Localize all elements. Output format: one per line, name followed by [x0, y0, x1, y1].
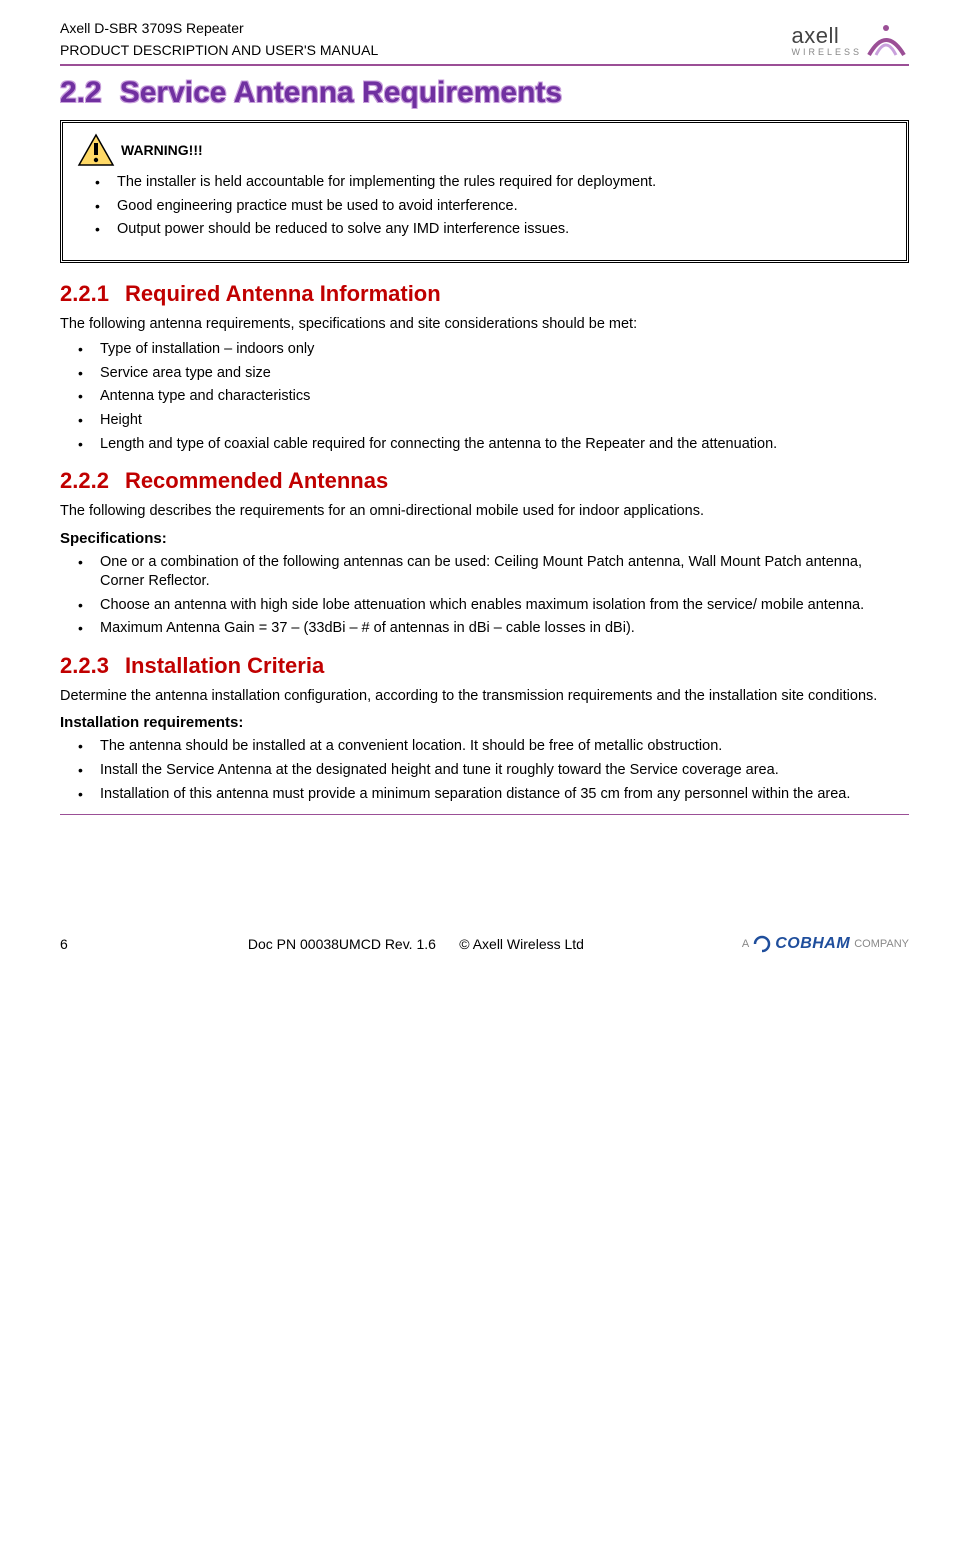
list-item: Antenna type and characteristics — [78, 387, 909, 407]
warning-head: WARNING!!! — [77, 133, 892, 167]
list-item: Installation of this antenna must provid… — [78, 785, 909, 805]
cobham-swirl-icon — [753, 935, 771, 953]
manual-title: PRODUCT DESCRIPTION AND USER'S MANUAL — [60, 42, 791, 58]
list-223: The antenna should be installed at a con… — [60, 737, 909, 804]
copyright: © Axell Wireless Ltd — [459, 936, 584, 952]
sub-title: Required Antenna Information — [125, 281, 441, 306]
warning-box: WARNING!!! The installer is held account… — [60, 120, 909, 263]
page-header: Axell D-SBR 3709S Repeater PRODUCT DESCR… — [60, 20, 909, 60]
sub-num: 2.2.2 — [60, 468, 109, 493]
section-title: 2.2 Service Antenna Requirements — [60, 76, 909, 110]
list-221: Type of installation – indoors only Serv… — [60, 340, 909, 454]
sub-num: 2.2.3 — [60, 653, 109, 678]
intro-222: The following describes the requirements… — [60, 502, 909, 522]
warning-item: The installer is held accountable for im… — [95, 173, 892, 193]
list-item: Choose an antenna with high side lobe at… — [78, 596, 909, 616]
intro-221: The following antenna requirements, spec… — [60, 315, 909, 335]
warning-list: The installer is held accountable for im… — [77, 173, 892, 240]
page-number: 6 — [60, 936, 90, 952]
warning-triangle-icon — [77, 133, 115, 167]
footer-rule — [60, 814, 909, 815]
subheading-221: 2.2.1 Required Antenna Information — [60, 281, 909, 307]
footer-right: A COBHAM COMPANY — [742, 935, 909, 953]
spec-label: Specifications: — [60, 530, 909, 547]
list-item: The antenna should be installed at a con… — [78, 737, 909, 757]
list-item: Length and type of coaxial cable require… — [78, 435, 909, 455]
section-num: 2.2 — [60, 76, 102, 109]
footer-a: A — [742, 938, 749, 950]
axell-logo: axell WIRELESS — [791, 20, 909, 60]
page-footer: 6 Doc PN 00038UMCD Rev. 1.6 © Axell Wire… — [60, 935, 909, 953]
product-name: Axell D-SBR 3709S Repeater — [60, 20, 791, 36]
req-label: Installation requirements: — [60, 714, 909, 731]
list-222: One or a combination of the following an… — [60, 553, 909, 639]
logo-subtext: WIRELESS — [791, 47, 862, 57]
header-left: Axell D-SBR 3709S Repeater PRODUCT DESCR… — [60, 20, 791, 58]
subheading-222: 2.2.2 Recommended Antennas — [60, 468, 909, 494]
header-rule — [60, 64, 909, 66]
sub-title: Recommended Antennas — [125, 468, 388, 493]
sub-title: Installation Criteria — [125, 653, 324, 678]
warning-item: Good engineering practice must be used t… — [95, 197, 892, 217]
logo-text: axell — [791, 23, 839, 48]
sub-num: 2.2.1 — [60, 281, 109, 306]
footer-company: COMPANY — [854, 938, 909, 950]
warning-item: Output power should be reduced to solve … — [95, 220, 892, 240]
footer-mid: Doc PN 00038UMCD Rev. 1.6 © Axell Wirele… — [90, 936, 742, 952]
intro-223: Determine the antenna installation confi… — [60, 687, 909, 707]
list-item: Service area type and size — [78, 364, 909, 384]
list-item: Install the Service Antenna at the desig… — [78, 761, 909, 781]
logo-text-block: axell WIRELESS — [791, 23, 862, 57]
list-item: Height — [78, 411, 909, 431]
section-title-text: Service Antenna Requirements — [120, 76, 562, 109]
subheading-223: 2.2.3 Installation Criteria — [60, 653, 909, 679]
list-item: Type of installation – indoors only — [78, 340, 909, 360]
axell-swoosh-icon — [864, 20, 909, 60]
warning-label: WARNING!!! — [121, 142, 203, 158]
cobham-logo-text: COBHAM — [775, 935, 850, 953]
doc-ref: Doc PN 00038UMCD Rev. 1.6 — [248, 936, 436, 952]
list-item: One or a combination of the following an… — [78, 553, 909, 592]
list-item: Maximum Antenna Gain = 37 – (33dBi – # o… — [78, 619, 909, 639]
